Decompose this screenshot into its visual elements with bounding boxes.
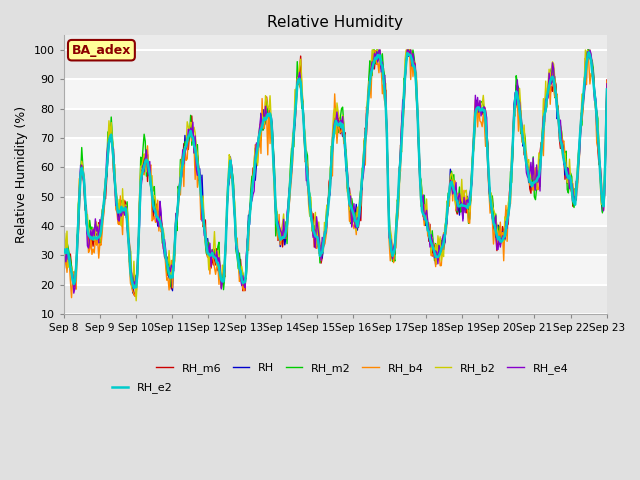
Text: BA_adex: BA_adex: [72, 44, 131, 57]
Bar: [63, 197, 607, 226]
Title: Relative Humidity: Relative Humidity: [268, 15, 403, 30]
Bar: [63, 285, 607, 314]
Bar: [63, 138, 607, 168]
Bar: [63, 255, 607, 285]
Legend: RH_e2: RH_e2: [107, 378, 177, 398]
Bar: [63, 50, 607, 79]
Bar: [63, 168, 607, 197]
Bar: [63, 79, 607, 108]
Y-axis label: Relative Humidity (%): Relative Humidity (%): [15, 106, 28, 243]
Bar: [63, 108, 607, 138]
Bar: [63, 226, 607, 255]
